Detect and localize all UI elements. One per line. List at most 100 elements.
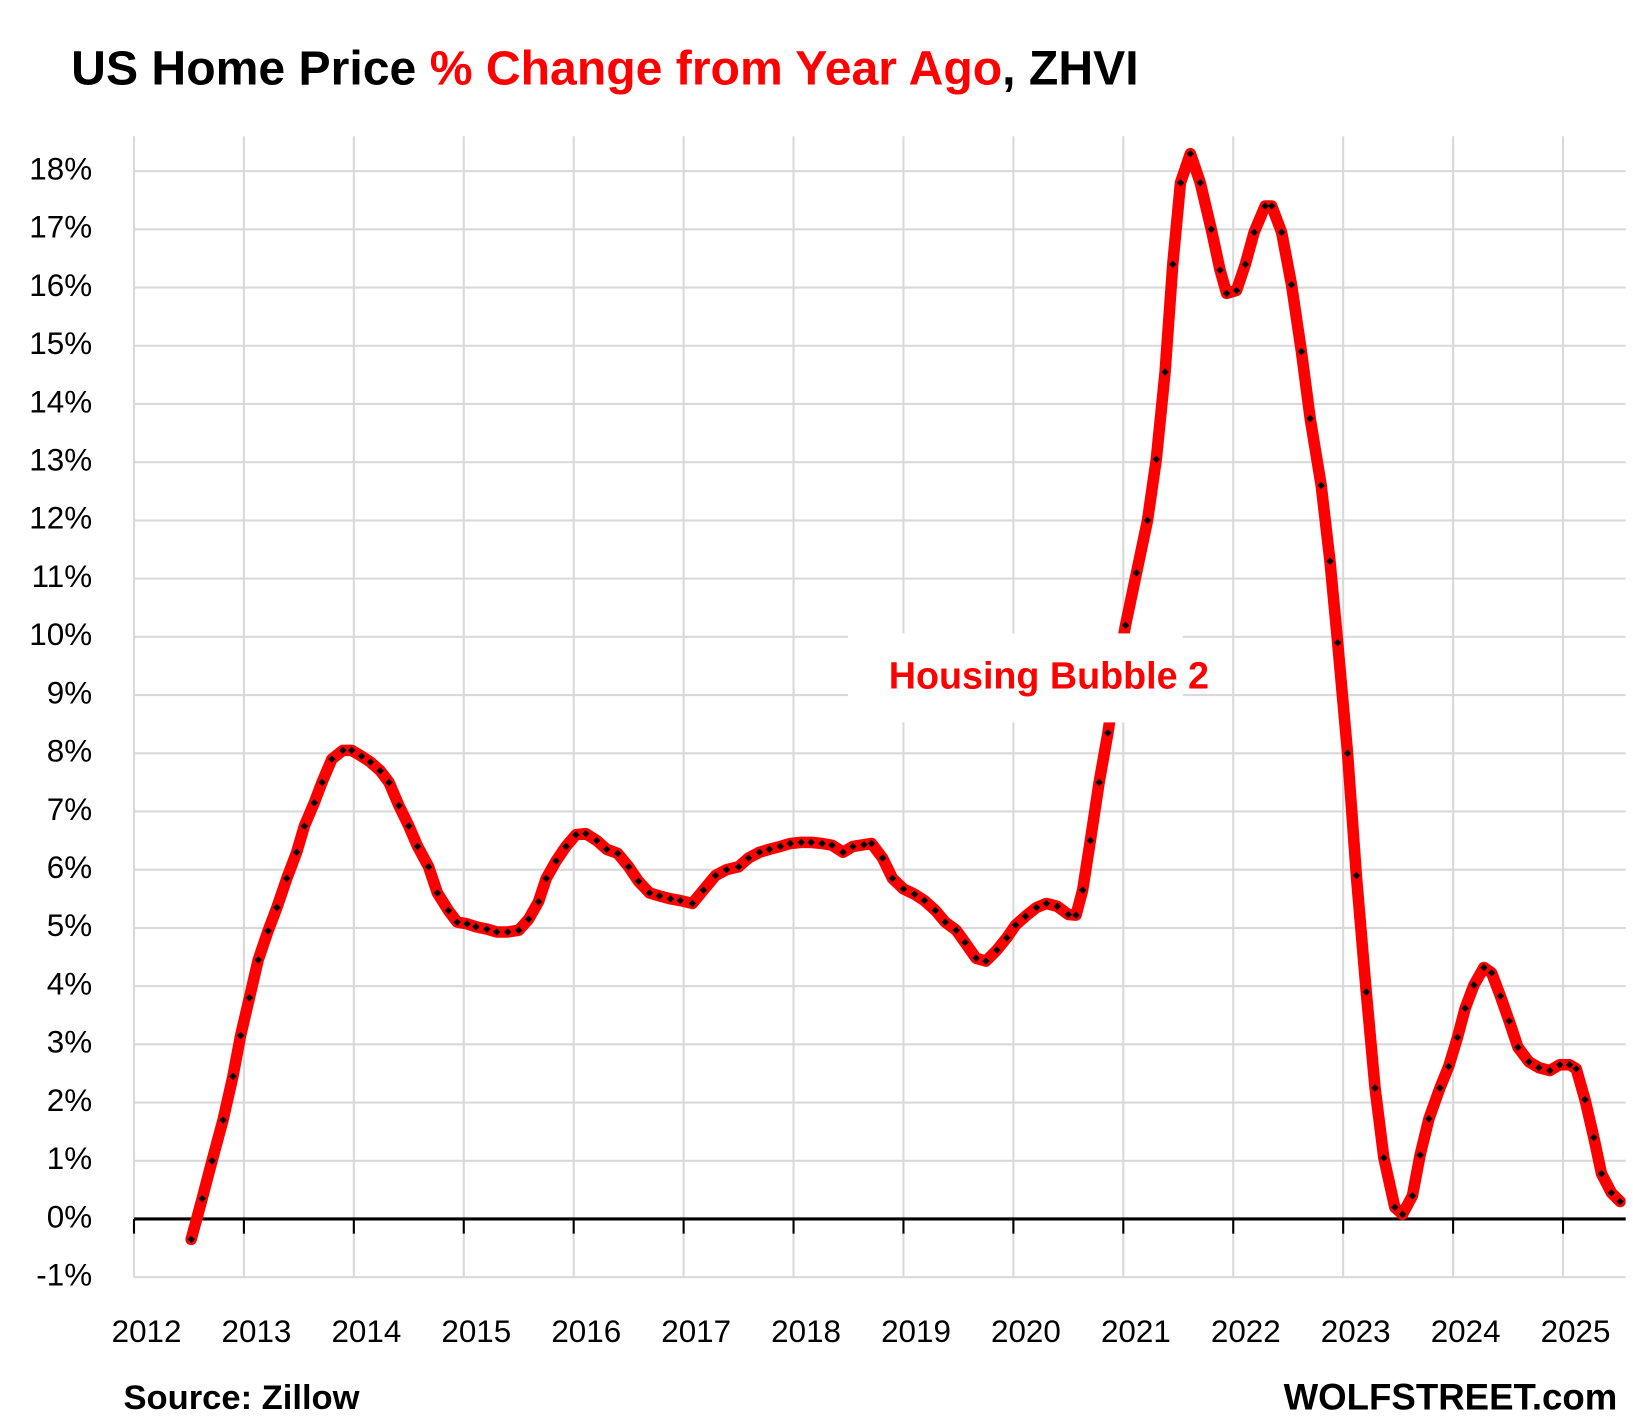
point-marker bbox=[413, 842, 422, 851]
point-marker bbox=[395, 801, 403, 810]
title-part: US Home Price bbox=[71, 41, 430, 95]
point-marker bbox=[504, 928, 512, 936]
point-marker bbox=[463, 920, 471, 928]
point-marker bbox=[1143, 516, 1152, 525]
point-marker bbox=[483, 925, 491, 933]
point-marker bbox=[807, 838, 815, 847]
point-marker bbox=[828, 841, 836, 849]
x-tick-label: 2016 bbox=[551, 1314, 621, 1349]
point-marker bbox=[797, 838, 805, 847]
x-tick-label: 2022 bbox=[1211, 1314, 1281, 1349]
point-marker bbox=[292, 848, 301, 856]
y-tick-label: 3% bbox=[47, 1025, 92, 1060]
point-marker bbox=[328, 755, 336, 763]
x-tick-label: 2019 bbox=[881, 1314, 951, 1349]
y-tick-label: 17% bbox=[29, 210, 92, 245]
point-marker bbox=[993, 946, 1001, 954]
point-marker bbox=[849, 842, 857, 851]
point-marker bbox=[1436, 1084, 1444, 1092]
x-tick-label: 2023 bbox=[1321, 1314, 1391, 1349]
x-tick-label: 2014 bbox=[331, 1314, 401, 1349]
point-marker bbox=[699, 886, 708, 894]
point-marker bbox=[839, 848, 847, 856]
point-marker bbox=[572, 831, 580, 839]
y-tick-label: 13% bbox=[29, 442, 92, 477]
point-marker bbox=[339, 746, 347, 755]
y-tick-label: 12% bbox=[29, 501, 92, 536]
point-marker bbox=[542, 874, 550, 883]
point-marker bbox=[878, 854, 887, 862]
x-tick-label: 2024 bbox=[1431, 1314, 1501, 1349]
point-marker bbox=[524, 915, 533, 923]
credit: WOLFSTREET.com bbox=[1284, 1376, 1618, 1417]
point-marker bbox=[941, 918, 949, 926]
point-marker bbox=[1371, 1084, 1379, 1092]
point-marker bbox=[1416, 1151, 1424, 1159]
point-marker bbox=[1590, 1133, 1598, 1142]
point-marker bbox=[655, 892, 664, 900]
point-marker bbox=[867, 839, 876, 848]
point-marker bbox=[1487, 969, 1496, 977]
y-tick-label: 18% bbox=[29, 151, 92, 186]
point-marker bbox=[1011, 921, 1020, 929]
point-marker bbox=[433, 889, 442, 897]
point-marker bbox=[593, 836, 601, 845]
point-marker bbox=[1207, 225, 1215, 234]
point-marker bbox=[300, 822, 309, 830]
title-part: % Change from Year Ago bbox=[430, 41, 1002, 95]
chart-title: US Home Price % Change from Year Ago, ZH… bbox=[71, 41, 1138, 95]
y-tick-label: 14% bbox=[29, 384, 92, 419]
y-tick-label: 0% bbox=[47, 1199, 92, 1234]
point-marker bbox=[1021, 912, 1030, 920]
y-tick-label: 2% bbox=[47, 1083, 92, 1118]
y-tick-label: 6% bbox=[47, 850, 92, 885]
point-marker bbox=[582, 829, 590, 838]
point-marker bbox=[972, 954, 980, 962]
annotation: Housing Bubble 2 bbox=[889, 654, 1209, 696]
point-marker bbox=[688, 899, 697, 908]
x-tick-label: 2025 bbox=[1541, 1314, 1611, 1349]
title-part: , ZHVI bbox=[1002, 41, 1138, 95]
point-marker bbox=[613, 849, 622, 858]
x-tick-label: 2012 bbox=[112, 1314, 182, 1349]
point-marker bbox=[666, 895, 675, 903]
x-tick-label: 2018 bbox=[771, 1314, 841, 1349]
point-marker bbox=[711, 871, 720, 880]
grid-layer bbox=[132, 136, 1626, 1279]
point-marker bbox=[920, 896, 929, 905]
point-marker bbox=[1352, 871, 1361, 880]
point-marker bbox=[755, 848, 764, 856]
y-tick-label: 11% bbox=[32, 559, 93, 594]
point-marker bbox=[734, 863, 743, 871]
point-marker bbox=[982, 957, 990, 965]
point-marker bbox=[931, 906, 940, 915]
point-marker bbox=[1072, 911, 1080, 919]
x-tick-label: 2017 bbox=[661, 1314, 731, 1349]
point-marker bbox=[1380, 1154, 1388, 1162]
y-tick-label: 1% bbox=[47, 1141, 92, 1176]
point-marker bbox=[347, 746, 356, 755]
y-tick-label: 15% bbox=[29, 326, 92, 361]
point-marker bbox=[283, 874, 291, 883]
point-marker bbox=[818, 839, 826, 848]
point-marker bbox=[952, 926, 960, 934]
point-marker bbox=[602, 845, 611, 854]
point-marker bbox=[645, 889, 654, 897]
point-marker bbox=[493, 928, 501, 936]
x-tick-label: 2013 bbox=[222, 1314, 292, 1349]
point-marker bbox=[1505, 1017, 1513, 1025]
point-marker bbox=[1535, 1063, 1543, 1072]
point-marker bbox=[515, 926, 523, 934]
point-marker bbox=[899, 885, 908, 893]
point-marker bbox=[1425, 1115, 1433, 1123]
point-marker bbox=[722, 865, 731, 874]
point-marker bbox=[424, 863, 433, 871]
point-marker bbox=[888, 874, 897, 883]
point-marker bbox=[245, 994, 254, 1002]
point-marker bbox=[1306, 414, 1314, 423]
point-marker bbox=[236, 1031, 245, 1040]
point-marker bbox=[961, 938, 969, 947]
x-tick-label: 2020 bbox=[991, 1314, 1061, 1349]
